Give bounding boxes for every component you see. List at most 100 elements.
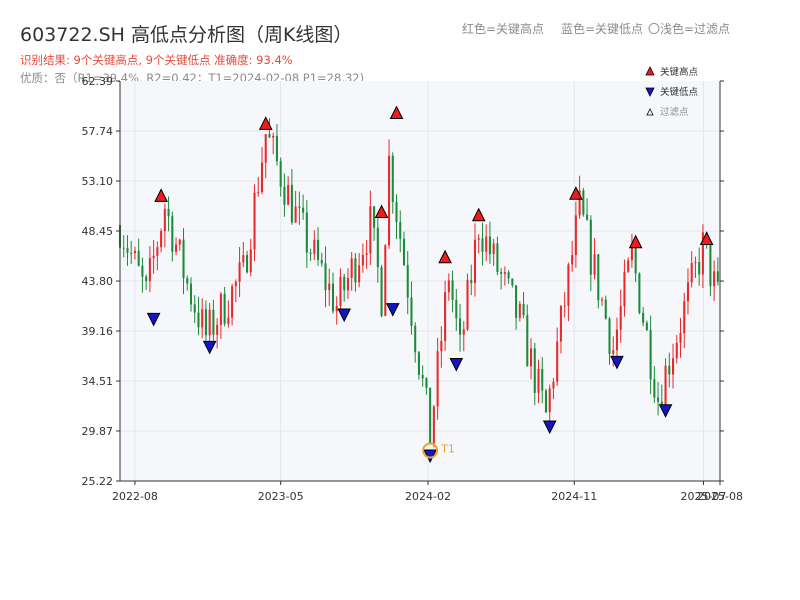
candle-body	[242, 255, 245, 263]
candle-body	[451, 280, 454, 300]
candle-body	[160, 231, 163, 248]
y-tick-label: 39.16	[82, 325, 114, 338]
candle-body	[402, 238, 406, 265]
candle-body	[477, 238, 480, 240]
key-high-marker	[374, 204, 389, 219]
x-tick-label: 2024-11	[551, 490, 597, 503]
candle-body	[455, 299, 458, 319]
candle-body	[511, 278, 514, 286]
candle-body	[466, 279, 469, 330]
candle-body	[260, 162, 264, 193]
candle-body	[171, 216, 174, 252]
candle-body	[384, 245, 387, 316]
candle-body	[638, 273, 641, 313]
candle-body	[709, 244, 712, 287]
candle-body	[425, 378, 428, 388]
y-tick-label: 29.87	[82, 425, 114, 438]
candle-body	[257, 192, 260, 194]
candle-body	[313, 239, 316, 254]
candle-body	[559, 306, 562, 342]
key-low-marker	[449, 358, 464, 372]
y-tick-label: 57.74	[82, 125, 114, 138]
y-tick-label: 25.22	[82, 475, 114, 488]
candle-body	[485, 236, 488, 252]
candle-body	[586, 214, 589, 220]
key-low-marker	[337, 308, 352, 323]
candle-body	[589, 219, 592, 275]
candle-body	[410, 297, 413, 326]
candle-body	[133, 250, 136, 254]
candle-body	[294, 206, 297, 223]
candle-body	[388, 155, 391, 246]
candle-body	[130, 252, 133, 254]
key-high-marker	[438, 249, 452, 264]
candle-body	[657, 397, 660, 402]
candle-body	[701, 232, 704, 275]
candle-body	[219, 293, 222, 325]
candle-body	[141, 265, 144, 277]
candle-body	[421, 374, 424, 379]
candle-body	[563, 305, 566, 307]
candle-body	[305, 212, 308, 253]
candle-body	[500, 272, 503, 274]
candle-body	[163, 208, 166, 232]
candle-body	[608, 318, 611, 354]
candle-body	[320, 259, 323, 264]
candle-body	[335, 305, 338, 312]
key-low-marker	[542, 420, 557, 435]
candle-body	[287, 184, 290, 205]
x-tick-label: 2022-08	[112, 490, 158, 503]
candle-body	[664, 365, 667, 407]
candle-body	[246, 255, 249, 273]
candle-body	[309, 252, 312, 254]
candle-body	[716, 271, 719, 282]
key-low-marker	[146, 312, 161, 327]
candle-body	[429, 387, 432, 444]
candle-body	[690, 263, 693, 283]
candle-body	[436, 351, 439, 407]
candle-body	[660, 401, 663, 407]
candle-body	[552, 381, 555, 389]
candle-body	[548, 388, 551, 413]
candle-body	[231, 286, 234, 318]
candle-body	[204, 309, 207, 336]
candle-body	[395, 202, 398, 223]
candle-body	[350, 258, 353, 278]
candle-body	[713, 271, 716, 287]
candle-body	[627, 260, 630, 272]
candle-body	[507, 272, 510, 279]
candle-body	[567, 264, 570, 306]
x-tick-label: 2023-05	[258, 490, 304, 503]
candle-body	[223, 293, 226, 324]
candle-body	[571, 255, 574, 265]
y-tick-label: 48.45	[82, 225, 114, 238]
y-tick-label: 43.80	[82, 275, 114, 288]
key-high-marker	[471, 207, 486, 222]
candle-body	[346, 277, 349, 291]
candle-body	[645, 322, 648, 331]
candle-body	[126, 248, 129, 253]
candle-body	[679, 333, 682, 343]
candle-body	[649, 330, 652, 380]
candle-body	[470, 279, 473, 283]
candle-body	[597, 254, 600, 301]
candle-body	[391, 155, 394, 203]
candle-body	[152, 255, 155, 259]
candle-body	[671, 358, 675, 375]
candle-body	[279, 161, 282, 187]
candle-body	[601, 299, 604, 301]
candle-body	[612, 350, 615, 354]
candle-body	[283, 186, 286, 205]
key-high-marker	[389, 105, 404, 120]
candle-body	[604, 299, 607, 319]
candle-body	[683, 301, 686, 334]
candle-body	[615, 329, 619, 351]
candle-body	[324, 263, 327, 291]
candle-body	[630, 244, 633, 261]
candle-body	[145, 276, 148, 282]
candle-body	[399, 222, 402, 239]
candle-body	[358, 265, 361, 283]
candle-body	[492, 243, 495, 255]
candle-body	[462, 329, 465, 335]
